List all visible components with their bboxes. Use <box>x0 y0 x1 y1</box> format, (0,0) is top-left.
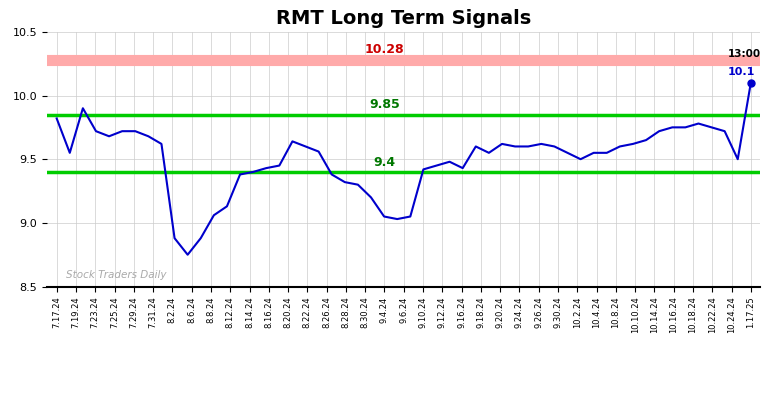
Point <box>745 80 757 86</box>
Title: RMT Long Term Signals: RMT Long Term Signals <box>276 8 532 27</box>
Text: 10.1: 10.1 <box>728 67 755 77</box>
Text: 10.28: 10.28 <box>365 43 405 57</box>
Text: 13:00: 13:00 <box>728 49 760 59</box>
Text: 9.4: 9.4 <box>374 156 396 169</box>
Text: Stock Traders Daily: Stock Traders Daily <box>67 270 167 280</box>
Text: 9.85: 9.85 <box>369 98 401 111</box>
